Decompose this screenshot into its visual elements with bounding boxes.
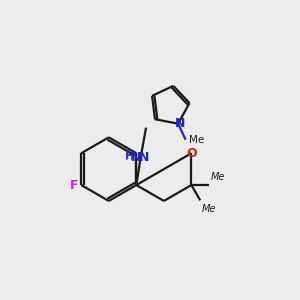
Text: N: N <box>131 151 142 164</box>
Text: N: N <box>139 151 150 164</box>
Text: Me: Me <box>211 172 225 182</box>
Text: Me: Me <box>202 204 216 214</box>
Text: H: H <box>126 149 135 162</box>
Text: F: F <box>70 178 78 191</box>
Text: Me: Me <box>189 135 204 145</box>
Text: O: O <box>186 147 197 160</box>
Text: H: H <box>125 152 134 162</box>
Text: N: N <box>174 117 185 130</box>
